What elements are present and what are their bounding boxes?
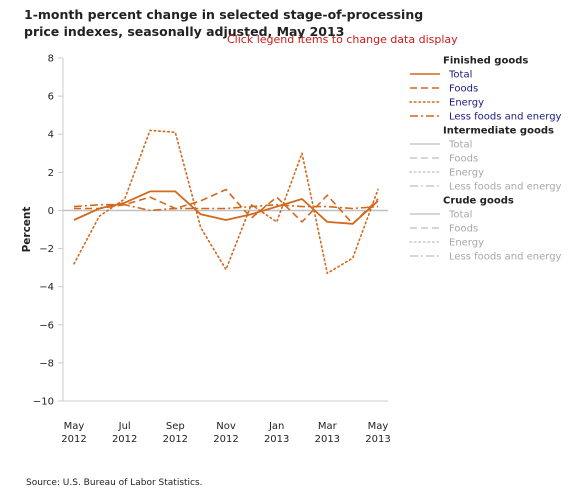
legend-item[interactable]: Less foods and energy bbox=[410, 182, 562, 193]
y-tick-label: −8 bbox=[39, 358, 54, 369]
x-tick-label-year: 2012 bbox=[61, 434, 86, 445]
y-tick-label: −6 bbox=[39, 320, 54, 331]
y-tick-label: 4 bbox=[48, 130, 54, 141]
legend-item[interactable]: Total bbox=[410, 70, 472, 81]
legend-item[interactable]: Foods bbox=[410, 224, 478, 235]
y-tick-label: 6 bbox=[48, 92, 54, 103]
legend-group-label: Intermediate goods bbox=[443, 126, 554, 137]
legend-item[interactable]: Energy bbox=[409, 98, 484, 109]
legend-item[interactable]: Total bbox=[410, 210, 472, 221]
x-tick-label: Jul bbox=[118, 421, 131, 432]
x-tick-label-year: 2012 bbox=[163, 434, 188, 445]
y-tick-label: 8 bbox=[48, 54, 54, 65]
series-line bbox=[73, 129, 379, 275]
legend-item[interactable]: Less foods and energy bbox=[410, 252, 562, 263]
legend-label: Foods bbox=[449, 84, 478, 95]
x-tick-label: Sep bbox=[166, 421, 185, 432]
legend-label: Total bbox=[448, 210, 472, 221]
y-tick-label: −4 bbox=[39, 282, 54, 293]
x-tick-label: Mar bbox=[318, 421, 338, 432]
legend-item[interactable]: Energy bbox=[409, 238, 484, 249]
y-tick-label: 2 bbox=[48, 168, 54, 179]
y-tick-label: −2 bbox=[39, 244, 54, 255]
legend-group-label: Finished goods bbox=[443, 56, 528, 67]
chart-source: Source: U.S. Bureau of Labor Statistics. bbox=[26, 478, 203, 488]
chart-instruction: Click legend items to change data displa… bbox=[227, 33, 458, 46]
legend-item[interactable]: Foods bbox=[410, 84, 478, 95]
legend-label: Less foods and energy bbox=[449, 182, 562, 193]
x-tick-label: May bbox=[368, 421, 389, 432]
chart-ticks: 8 6 4 2 0 −2 −4 −6 −8 −10 Percent May 2012 Jul 2012 Sep… bbox=[21, 54, 391, 446]
x-tick-label-year: 2012 bbox=[112, 434, 137, 445]
legend-label: Energy bbox=[449, 98, 484, 109]
chart-series bbox=[73, 129, 379, 275]
chart-axes bbox=[62, 58, 388, 402]
legend-label: Foods bbox=[449, 154, 478, 165]
x-tick-label-year: 2013 bbox=[365, 434, 390, 445]
chart-title: 1-month percent change in selected stage… bbox=[24, 7, 424, 39]
legend-label: Energy bbox=[449, 238, 484, 249]
legend-item[interactable]: Energy bbox=[409, 168, 484, 179]
x-tick-label: May bbox=[64, 421, 85, 432]
legend-label: Foods bbox=[449, 224, 478, 235]
x-tick-label: Jan bbox=[268, 421, 284, 432]
legend-label: Less foods and energy bbox=[449, 112, 562, 123]
legend-label: Energy bbox=[449, 168, 484, 179]
chart-legend[interactable]: Finished goods Total Foods Energy Less foods… bbox=[409, 56, 562, 263]
legend-label: Total bbox=[448, 70, 472, 81]
x-tick-label-year: 2013 bbox=[315, 434, 340, 445]
legend-label: Less foods and energy bbox=[449, 252, 562, 263]
x-tick-label-year: 2012 bbox=[213, 434, 238, 445]
legend-label: Total bbox=[448, 140, 472, 151]
legend-group-label: Crude goods bbox=[443, 196, 514, 207]
series-line bbox=[73, 190, 379, 225]
legend-item[interactable]: Less foods and energy bbox=[410, 112, 562, 123]
series-line bbox=[73, 203, 379, 212]
y-tick-label: 0 bbox=[48, 206, 54, 217]
legend-item[interactable]: Foods bbox=[410, 154, 478, 165]
y-tick-label: −10 bbox=[33, 397, 54, 408]
y-axis-label: Percent bbox=[21, 207, 33, 253]
legend-item[interactable]: Total bbox=[410, 140, 472, 151]
x-tick-label-year: 2013 bbox=[264, 434, 289, 445]
x-tick-label: Nov bbox=[216, 421, 236, 432]
